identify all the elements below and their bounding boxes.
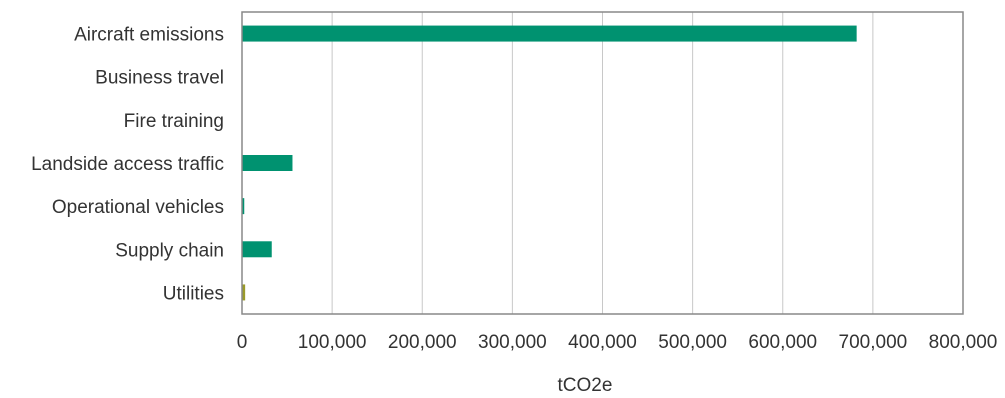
category-label: Supply chain	[115, 240, 224, 261]
x-axis-title: tCO2e	[558, 375, 613, 396]
x-tick-label: 800,000	[929, 332, 998, 353]
x-tick-label: 500,000	[658, 332, 727, 353]
category-label: Utilities	[163, 283, 224, 304]
x-tick-label: 100,000	[298, 332, 367, 353]
bars	[242, 25, 857, 301]
bar-landside-access-traffic	[242, 155, 293, 171]
bar-utilities	[242, 284, 246, 301]
bar-supply-chain	[242, 241, 272, 258]
category-label: Landside access traffic	[31, 154, 224, 175]
bar-operational-vehicles	[242, 198, 245, 215]
category-labels: Aircraft emissions Business travel Fire tr…	[31, 25, 224, 305]
x-tick-label: 400,000	[568, 332, 637, 353]
category-label: Business travel	[95, 68, 224, 89]
x-tick-label: 600,000	[748, 332, 817, 353]
x-tick-label: 200,000	[388, 332, 457, 353]
plot-frame	[241, 11, 964, 315]
category-label: Aircraft emissions	[74, 25, 224, 46]
bar-aircraft-emissions	[242, 25, 857, 42]
grid-lines	[331, 12, 874, 314]
category-label: Operational vehicles	[52, 197, 224, 218]
x-tick-labels: 0 100,000 200,000 300,000 400,000 500,000 600,…	[237, 332, 998, 353]
x-tick-label: 700,000	[839, 332, 908, 353]
x-tick-label: 300,000	[478, 332, 547, 353]
x-tick-label: 0	[237, 332, 248, 353]
category-label: Fire training	[124, 111, 224, 132]
